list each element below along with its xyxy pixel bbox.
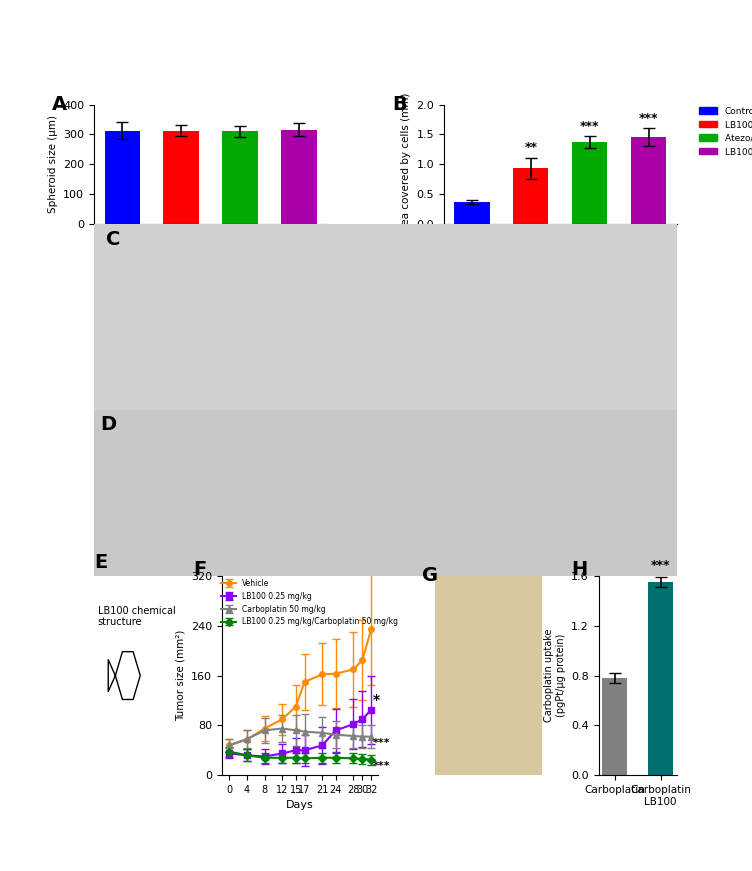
Legend: Vehicle, LB100 0.25 mg/kg, Carboplatin 50 mg/kg, LB100 0.25 mg/kg/Carboplatin 50: Vehicle, LB100 0.25 mg/kg, Carboplatin 5…	[218, 576, 402, 630]
Bar	[648, 582, 673, 775]
Text: C: C	[105, 230, 120, 248]
Text: ***: ***	[580, 119, 599, 132]
Text: LB100 chemical
structure: LB100 chemical structure	[98, 606, 175, 627]
Text: G: G	[423, 566, 438, 585]
Y-axis label: Area covered by cells (mm): Area covered by cells (mm)	[401, 92, 411, 236]
Bar	[454, 202, 490, 224]
Bar	[631, 138, 666, 224]
Text: ***: ***	[651, 559, 670, 572]
Y-axis label: Tumor size (mm²): Tumor size (mm²)	[175, 630, 185, 721]
Bar	[572, 142, 608, 224]
Legend: Control, LB100/T cells, Atezo/T cells, LB100/Atezo/T cells: Control, LB100/T cells, Atezo/T cells, L…	[696, 103, 752, 159]
X-axis label: Days: Days	[287, 800, 314, 811]
Text: ***: ***	[638, 111, 658, 125]
Bar	[223, 132, 258, 224]
Text: ***: ***	[372, 761, 390, 771]
Bar	[602, 679, 627, 775]
Legend: Control, LB100/T cells, Atezo/T cells, LB100/Atezo/T cells: Control, LB100/T cells, Atezo/T cells, L…	[446, 103, 567, 159]
Bar	[163, 131, 199, 224]
Text: E: E	[94, 553, 108, 572]
Text: *: *	[372, 692, 380, 706]
Bar	[105, 131, 140, 224]
Text: F: F	[194, 560, 207, 579]
Text: ***: ***	[372, 738, 390, 748]
Text: **: **	[524, 141, 538, 154]
Text: H: H	[572, 560, 587, 579]
Text: D: D	[100, 415, 116, 434]
Y-axis label: Spheroid size (μm): Spheroid size (μm)	[47, 115, 58, 213]
Bar	[513, 168, 548, 224]
Y-axis label: Carboplatin uptake
(pgPt/μg protein): Carboplatin uptake (pgPt/μg protein)	[544, 629, 566, 722]
Text: B: B	[393, 95, 407, 114]
Text: A: A	[52, 95, 67, 114]
Bar	[281, 130, 317, 224]
